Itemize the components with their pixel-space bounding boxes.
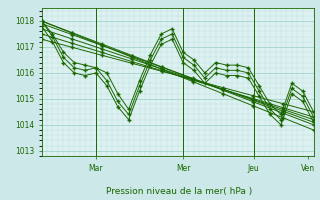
- Text: Pression niveau de la mer( hPa ): Pression niveau de la mer( hPa ): [106, 187, 252, 196]
